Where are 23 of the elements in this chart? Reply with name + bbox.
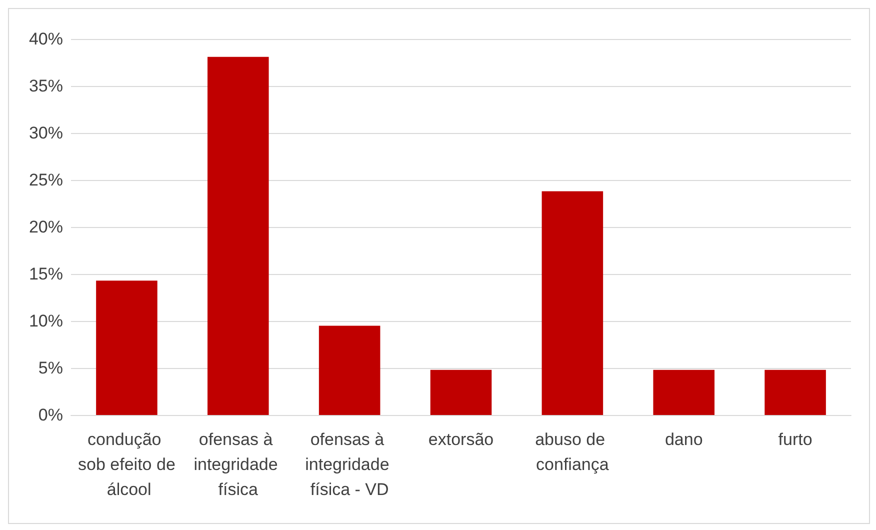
y-tick-label: 10% [28,312,63,330]
y-tick-label: 5% [38,358,63,378]
y-tick-label: 35% [28,76,63,96]
x-tick-label: condução sob efeito de álcool [78,430,176,499]
x-tick-label: furto [778,430,812,449]
bar [653,370,714,415]
y-tick-label: 15% [28,264,63,284]
bar [542,191,604,415]
y-tick-label: 20% [28,218,63,236]
bar [318,326,380,415]
x-tick-label: ofensas à integridade física [194,430,283,499]
y-tick-label: 0% [38,406,63,424]
bar [208,56,269,415]
x-tick-label: ofensas à integridade física - VD [305,430,394,499]
bar [430,370,492,415]
y-tick-label: 40% [28,30,63,48]
x-tick-label: dano [664,430,703,449]
bar [96,280,158,415]
x-tick-label: abuso de confiança [535,430,610,474]
y-tick-label: 30% [28,124,63,142]
x-tick-label: extorsão [428,430,494,449]
y-tick-label: 25% [28,170,63,190]
bar [764,370,826,415]
